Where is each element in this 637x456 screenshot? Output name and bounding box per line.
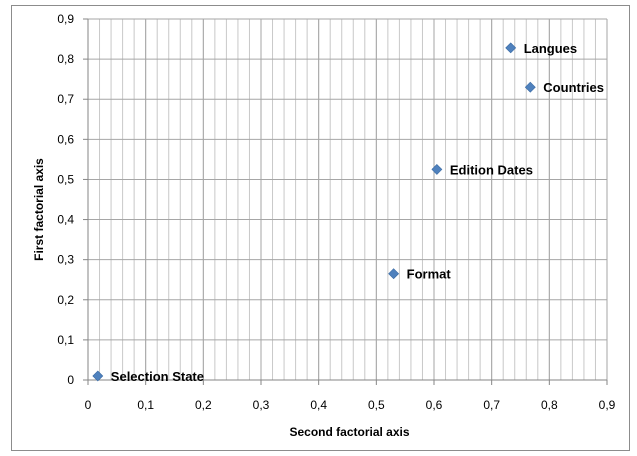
y-tick-label: 0,6 bbox=[57, 132, 74, 146]
x-tick-label: 0,2 bbox=[195, 398, 212, 412]
y-tick-label: 0,1 bbox=[57, 333, 74, 347]
data-points bbox=[92, 42, 536, 382]
x-tick-label: 0,5 bbox=[368, 398, 385, 412]
y-tick-label: 0,2 bbox=[57, 293, 74, 307]
x-axis-title: Second factorial axis bbox=[289, 425, 409, 439]
x-tick-label: 0,1 bbox=[137, 398, 154, 412]
data-point-marker bbox=[92, 370, 104, 382]
y-tick-label: 0,3 bbox=[57, 253, 74, 267]
axes bbox=[83, 18, 608, 385]
y-tick-label: 0,4 bbox=[57, 213, 74, 227]
y-tick-label: 0 bbox=[67, 373, 74, 387]
chart-frame bbox=[11, 5, 630, 451]
grid bbox=[88, 18, 608, 380]
data-point-marker bbox=[524, 81, 536, 93]
data-point-marker bbox=[431, 163, 443, 175]
y-tick-label: 0,9 bbox=[57, 12, 74, 26]
data-point-label: Countries bbox=[543, 80, 604, 95]
y-tick-label: 0,7 bbox=[57, 92, 74, 106]
data-labels: Langues Countries Edition Dates Format Selec… bbox=[111, 41, 604, 384]
x-tick-label: 0,3 bbox=[253, 398, 270, 412]
data-point-marker bbox=[505, 42, 517, 54]
data-point-marker bbox=[388, 268, 400, 280]
data-point-label: Langues bbox=[524, 41, 577, 56]
x-tick-label: 0,9 bbox=[599, 398, 616, 412]
x-tick-label: 0,6 bbox=[426, 398, 443, 412]
y-tick-label: 0,8 bbox=[57, 52, 74, 66]
y-axis-title: First factorial axis bbox=[32, 158, 46, 261]
x-tick-label: 0,4 bbox=[310, 398, 327, 412]
data-point-label: Selection State bbox=[111, 369, 204, 384]
data-point-label: Format bbox=[407, 267, 452, 282]
x-tick-label: 0 bbox=[85, 398, 92, 412]
x-tick-label: 0,8 bbox=[541, 398, 558, 412]
y-tick-label: 0,5 bbox=[57, 172, 74, 186]
tick-labels: 0 0,1 0,2 0,3 0,4 0,5 0,6 0,7 0,8 0,9 0 0,1 0,2 0,3 0,… bbox=[57, 12, 615, 412]
x-tick-label: 0,7 bbox=[483, 398, 500, 412]
data-point-label: Edition Dates bbox=[450, 162, 533, 177]
